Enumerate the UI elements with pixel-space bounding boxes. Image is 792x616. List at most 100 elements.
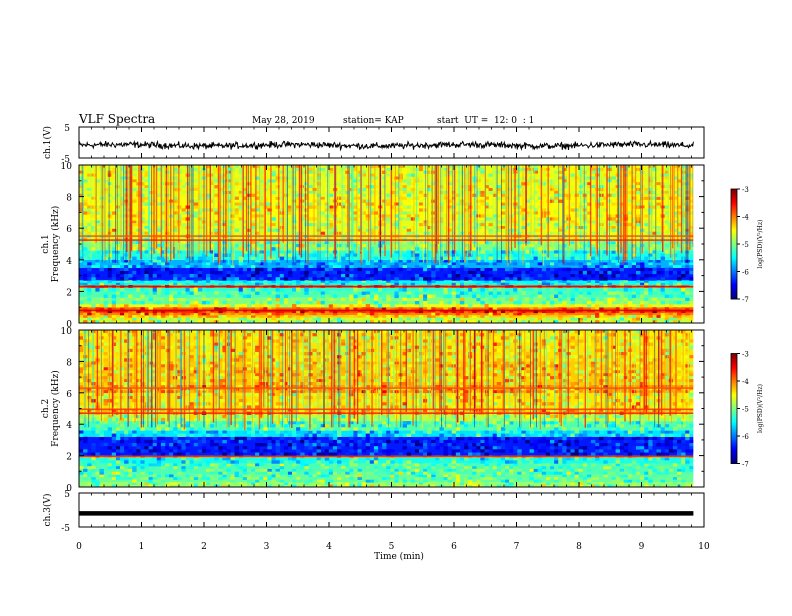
spec1-cell [247, 274, 251, 278]
spec1-cell [87, 287, 91, 291]
spec1-cell [181, 229, 185, 232]
spec1-cell [112, 287, 116, 291]
spec1-cell [337, 217, 341, 220]
spec1-cell [456, 313, 460, 316]
spec1-streak-dark [327, 165, 328, 263]
spec1-cell [378, 318, 382, 321]
spec1-cell [427, 291, 431, 295]
spec1-cell [194, 277, 198, 281]
spec1-cell [296, 313, 300, 316]
spec1-cell [521, 179, 525, 182]
spec1-cell [104, 265, 108, 268]
spec1-streak [442, 165, 443, 245]
spec1-cell [394, 313, 398, 316]
spec1-cell [657, 254, 661, 258]
spec1-cell [657, 271, 661, 275]
spec1-cell [353, 254, 357, 258]
spec1-cell [485, 315, 489, 318]
spec1-cell [632, 307, 636, 310]
spec1-cell [386, 171, 390, 174]
spec1-cell [169, 318, 173, 321]
spec1-cell [612, 298, 616, 302]
spec1-cell [439, 268, 443, 272]
spec1-cell [542, 298, 546, 302]
spec1-cell [665, 254, 669, 258]
spec1-cell [607, 291, 611, 295]
spec1-cell [349, 280, 353, 283]
spec1-cell [444, 254, 448, 258]
spec1-cell [595, 301, 599, 305]
spec1-cell [157, 271, 161, 275]
spec1-cell [353, 291, 357, 295]
spec1-cell [411, 274, 415, 278]
spec1-cell [157, 287, 161, 291]
spec1-cell [272, 257, 276, 261]
spec1-streak-dark [452, 165, 453, 263]
spec1-cell [190, 268, 194, 272]
spec1-cell [558, 271, 562, 275]
spec1-cell [255, 287, 259, 291]
spec1-cell [116, 277, 120, 281]
spec1-cell [571, 244, 575, 248]
spec1-cell [521, 182, 525, 185]
spec1-cell [530, 301, 534, 305]
spec1-cell [169, 313, 173, 316]
spec1-streak [474, 165, 475, 247]
spec1-cell [173, 274, 177, 278]
spec1-cell [554, 194, 558, 197]
spec1-cell [263, 280, 267, 283]
spec1-cell [575, 177, 579, 180]
spec1-cell [308, 188, 312, 191]
spec1-cell [325, 203, 329, 206]
spec1-streak [255, 165, 256, 257]
spec1-cell [435, 318, 439, 321]
spec1-cell [83, 313, 87, 316]
spec1-cell [100, 260, 104, 263]
spec1-cell [194, 265, 198, 268]
spec1-cell [366, 217, 370, 220]
spec1-cell [419, 206, 423, 209]
spec1-cell [333, 295, 337, 299]
spec1-cell [628, 197, 632, 200]
spec1-cell [366, 265, 370, 268]
spec1-cell [673, 283, 677, 286]
spec1-cell [317, 268, 321, 272]
spec1-cell [550, 200, 554, 203]
spec1-cell [587, 271, 591, 275]
spec1-streak [623, 165, 624, 265]
spec1-streak-dark [562, 165, 563, 263]
spec1-cell [132, 206, 136, 209]
spec1-cell [677, 265, 681, 268]
spec1-cell [378, 271, 382, 275]
spec1-cell [284, 283, 288, 286]
spec1-cell [517, 262, 521, 265]
spec1-cell [517, 287, 521, 291]
spec1-cell [83, 179, 87, 182]
spec1-cell [616, 307, 620, 310]
spec1-cell [419, 168, 423, 171]
spec1-cell [313, 254, 317, 258]
spec1-streak-dark [558, 165, 559, 263]
spec1-cell [591, 287, 595, 291]
spec1-cell [448, 265, 452, 268]
spec1-cell [136, 268, 140, 272]
spec1-cell [677, 315, 681, 318]
spec1-cell [251, 208, 255, 211]
spec1-cell [571, 208, 575, 211]
spec1-streak [423, 165, 424, 263]
spec1-cell [91, 277, 95, 281]
spec1-streak-dark [609, 165, 610, 263]
spec1-cell [206, 313, 210, 316]
spec1-cell [493, 260, 497, 263]
spec1-cell [505, 298, 509, 302]
spec1-cell [599, 318, 603, 321]
spec1-cell [263, 287, 267, 291]
spec1-cell [251, 226, 255, 229]
spec1-cell [296, 260, 300, 263]
spec1-streak [201, 165, 202, 250]
spec1-cell [583, 301, 587, 305]
spec1-cell [607, 283, 611, 286]
spec1-cell [644, 280, 648, 283]
spec1-cell [194, 268, 198, 272]
spec1-cell [464, 274, 468, 278]
